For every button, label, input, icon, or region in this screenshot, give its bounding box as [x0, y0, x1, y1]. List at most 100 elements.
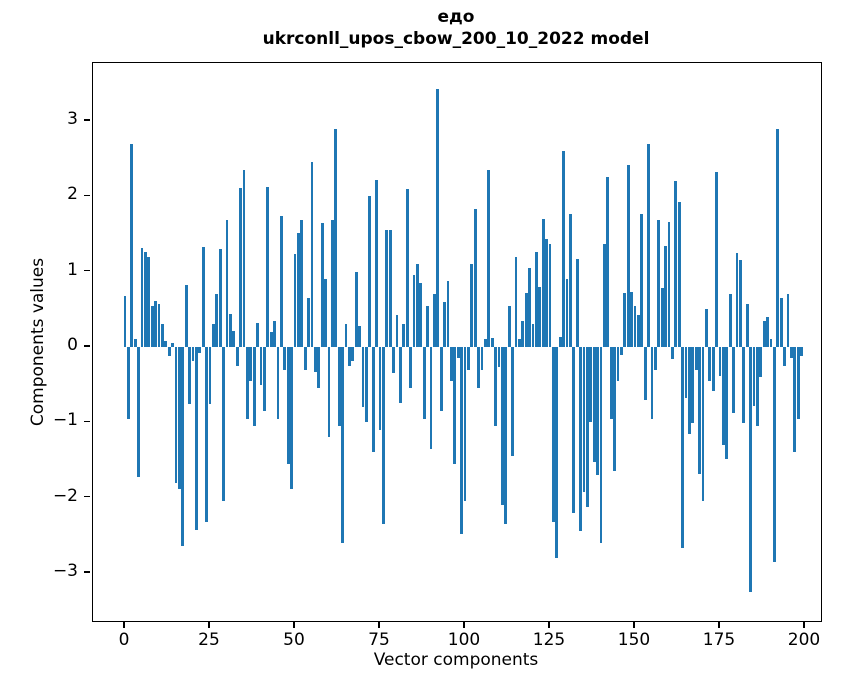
bar	[654, 347, 657, 370]
bar	[354, 271, 358, 347]
y-tick-label: 1	[67, 259, 78, 280]
bar	[191, 347, 195, 362]
bar	[647, 143, 650, 347]
bar	[745, 304, 749, 347]
bar	[762, 320, 766, 347]
x-tick	[293, 622, 295, 628]
bar	[711, 347, 715, 391]
bar	[599, 347, 603, 543]
bar	[327, 347, 331, 438]
bar	[310, 162, 314, 347]
bar	[708, 347, 712, 381]
x-tick	[123, 622, 125, 628]
x-tick-label: 200	[787, 630, 821, 650]
bar	[484, 339, 487, 347]
y-tick-label: 0	[67, 335, 78, 355]
bar	[681, 347, 684, 549]
bar	[365, 347, 368, 423]
bar	[776, 128, 780, 347]
bar	[409, 347, 412, 389]
bar	[266, 187, 270, 347]
bar	[443, 301, 446, 347]
bar	[725, 347, 729, 460]
bar	[456, 347, 460, 359]
bar	[453, 347, 457, 464]
bar	[694, 347, 698, 370]
x-axis-label: Vector components	[373, 650, 539, 670]
bar	[589, 347, 593, 423]
bar	[195, 347, 198, 530]
bar	[541, 218, 545, 347]
bar	[388, 230, 392, 347]
bar	[569, 213, 572, 347]
bar	[558, 337, 562, 347]
y-tick	[84, 119, 90, 121]
y-tick	[84, 496, 90, 498]
bar	[269, 331, 273, 347]
bar	[167, 347, 171, 357]
bar	[218, 249, 222, 347]
bar	[422, 347, 426, 419]
bar	[416, 264, 419, 347]
x-tick	[378, 622, 380, 628]
bar	[405, 188, 409, 347]
bar	[208, 347, 212, 405]
bar	[446, 280, 450, 347]
bar	[633, 305, 637, 347]
bar	[616, 347, 620, 381]
bar	[205, 347, 208, 523]
y-tick-label: −3	[52, 560, 78, 581]
bar	[501, 347, 504, 506]
bar	[385, 230, 389, 347]
bar	[671, 347, 674, 360]
bar	[769, 339, 773, 347]
x-tick-label: 0	[118, 630, 130, 650]
x-tick	[548, 622, 550, 628]
bar	[749, 347, 752, 592]
bar	[246, 347, 249, 419]
bar	[283, 347, 287, 370]
bar	[334, 128, 338, 347]
bar	[290, 347, 293, 489]
bar	[575, 258, 579, 347]
bar	[174, 347, 178, 483]
bar	[752, 347, 756, 406]
bar	[242, 170, 246, 347]
bar	[297, 232, 300, 347]
bar	[324, 279, 327, 347]
bar	[728, 293, 732, 347]
x-tick	[463, 622, 465, 628]
bar	[307, 298, 310, 347]
x-tick-label: 75	[368, 630, 390, 650]
y-tick	[84, 194, 90, 196]
bar	[371, 347, 375, 453]
bar	[341, 347, 344, 543]
x-tick-label: 50	[283, 630, 305, 650]
bar	[667, 221, 671, 347]
bar	[759, 347, 763, 378]
bar	[674, 180, 678, 347]
bar	[722, 347, 725, 445]
bar	[739, 260, 742, 347]
y-tick-label: 2	[67, 184, 78, 205]
bar	[518, 339, 521, 347]
bar	[524, 292, 528, 347]
bar	[130, 143, 134, 347]
bar	[144, 252, 147, 347]
bar	[127, 347, 130, 419]
y-tick	[84, 420, 90, 422]
bar	[507, 305, 511, 347]
x-tick-label: 150	[617, 630, 651, 650]
bar	[375, 179, 378, 347]
bar	[215, 294, 219, 347]
bar	[623, 292, 627, 347]
bar	[630, 292, 633, 347]
bar	[521, 320, 525, 347]
bar	[609, 347, 613, 419]
bar	[178, 347, 181, 490]
chart-title: едо ukrconll_upos_cbow_200_10_2022 model	[92, 6, 820, 50]
bar	[235, 347, 239, 366]
bar	[392, 347, 395, 374]
bar	[538, 286, 542, 347]
bar	[382, 347, 385, 524]
